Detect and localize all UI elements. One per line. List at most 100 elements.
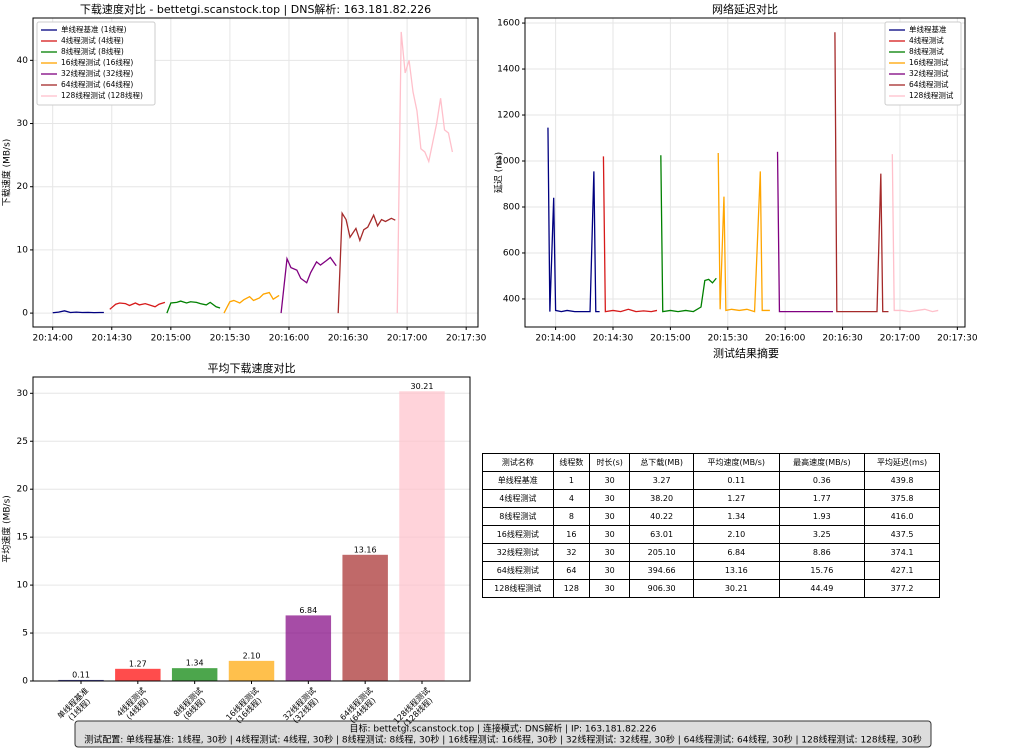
y-axis-label: 平均速度 (MB/s)	[1, 495, 13, 563]
table-cell: 1	[552, 471, 591, 490]
series-line	[166, 300, 221, 314]
table-cell: 0.36	[778, 471, 866, 490]
y-axis-label: 延迟 (ms)	[493, 152, 505, 193]
bar	[58, 679, 104, 681]
x-tick-label: 20:14:00	[32, 334, 73, 344]
table-cell: 3.25	[778, 525, 866, 544]
y-tick-label: 30	[17, 389, 29, 399]
legend-label: 8线程测试	[909, 46, 944, 56]
table-cell: 单线程基准	[482, 471, 554, 490]
bar	[342, 554, 388, 681]
y-tick-label: 20	[17, 182, 29, 192]
y-tick-label: 1200	[497, 111, 520, 121]
table-cell: 32线程测试	[482, 543, 554, 562]
table-cell: 30	[589, 561, 631, 580]
legend-label: 64线程测试 (64线程)	[61, 79, 133, 89]
footer-box	[74, 720, 932, 748]
table-row: 8线程测试 8 30 40.22 1.34 1.93 416.0	[482, 507, 940, 526]
value-label: 1.27	[129, 659, 147, 668]
table-cell: 30	[589, 525, 631, 544]
series-line	[717, 152, 770, 313]
legend-label: 128线程测试 (128线程)	[61, 90, 143, 100]
series-line	[660, 155, 717, 313]
y-tick-label: 5	[22, 629, 28, 639]
table-row: 单线程基准 1 30 3.27 0.11 0.36 439.8	[482, 471, 940, 490]
y-tick-label: 10	[17, 245, 29, 255]
y-tick-label: 25	[17, 437, 28, 447]
table-cell: 32	[552, 543, 591, 562]
x-tick-label: 20:17:00	[387, 334, 428, 344]
table-cell: 128线程测试	[482, 579, 554, 598]
table-cell: 13.16	[693, 561, 780, 580]
chart-title: 平均下载速度对比	[208, 361, 296, 375]
table-cell: 437.5	[864, 525, 940, 544]
bar	[285, 615, 332, 681]
bar	[228, 660, 275, 681]
table-cell: 906.30	[629, 579, 695, 598]
table-cell: 64	[552, 561, 591, 580]
x-tick-label: 20:16:30	[822, 334, 863, 344]
table-cell: 44.49	[778, 579, 866, 598]
table-header: 平均延迟(ms)	[864, 453, 940, 472]
table-header-row: 测试名称 线程数 时长(s) 总下载(MB) 平均速度(MB/s) 最高速度(MB/s) 平…	[482, 453, 940, 472]
series-line	[834, 32, 889, 313]
summary-table: 测试名称 线程数 时长(s) 总下载(MB) 平均速度(MB/s) 最高速度(MB/s) 平…	[482, 453, 940, 598]
table-header: 线程数	[552, 453, 591, 472]
y-tick-label: 10	[17, 581, 29, 591]
table-cell: 16线程测试	[482, 525, 554, 544]
value-label: 1.34	[186, 659, 204, 668]
y-tick-label: 800	[503, 202, 520, 212]
series-line	[52, 310, 104, 314]
table-cell: 1.27	[693, 489, 780, 508]
x-tick-label: 20:14:00	[535, 334, 576, 344]
table-cell: 15.76	[778, 561, 866, 580]
table-cell: 64线程测试	[482, 561, 554, 580]
table-title: 测试结果摘要	[713, 346, 779, 360]
x-tick-label: 20:17:30	[937, 334, 978, 344]
x-tick-label: 20:16:00	[765, 334, 806, 344]
series-line	[776, 151, 833, 313]
bar	[171, 668, 218, 681]
table-row: 128线程测试 128 30 906.30 30.21 44.49 377.2	[482, 579, 940, 598]
table-cell: 30	[589, 489, 631, 508]
legend-label: 单线程基准	[909, 24, 947, 34]
legend-label: 16线程测试	[909, 57, 949, 67]
table-cell: 1.77	[778, 489, 866, 508]
y-tick-label: 15	[17, 533, 28, 543]
table-cell: 128	[552, 579, 591, 598]
series-line	[891, 154, 939, 313]
table-cell: 30	[589, 507, 631, 526]
legend-label: 32线程测试 (32线程)	[61, 68, 133, 78]
chart-title: 网络延迟对比	[712, 2, 778, 16]
table-header: 最高速度(MB/s)	[778, 453, 866, 472]
table-cell: 16	[552, 525, 591, 544]
table-cell: 6.84	[693, 543, 780, 562]
value-label: 6.84	[299, 606, 317, 615]
y-tick-label: 30	[17, 119, 29, 129]
table-cell: 8	[552, 507, 591, 526]
table-cell: 0.11	[693, 471, 780, 490]
table-cell: 3.27	[629, 471, 695, 490]
series-line	[547, 127, 600, 313]
bar	[115, 668, 161, 681]
table-cell: 1.34	[693, 507, 780, 526]
table-header: 平均速度(MB/s)	[693, 453, 780, 472]
table-cell: 4线程测试	[482, 489, 554, 508]
table-cell: 427.1	[864, 561, 940, 580]
series-line	[337, 211, 396, 314]
footer-line: 测试配置: 单线程基准: 1线程, 30秒 | 4线程测试: 4线程, 30秒 …	[84, 734, 922, 746]
legend-label: 128线程测试	[909, 90, 954, 100]
series-line	[109, 301, 166, 310]
x-tick-label: 20:15:30	[708, 334, 749, 344]
x-tick-label: 20:17:30	[446, 334, 487, 344]
table-header: 测试名称	[482, 453, 554, 472]
y-axis-label: 下载速度 (MB/s)	[1, 139, 13, 207]
table-cell: 30.21	[693, 579, 780, 598]
x-tick-label: 20:15:30	[210, 334, 251, 344]
y-tick-label: 40	[17, 56, 29, 66]
value-label: 0.11	[72, 670, 90, 679]
legend-label: 8线程测试 (8线程)	[61, 46, 124, 56]
legend-label: 4线程测试	[909, 35, 944, 45]
